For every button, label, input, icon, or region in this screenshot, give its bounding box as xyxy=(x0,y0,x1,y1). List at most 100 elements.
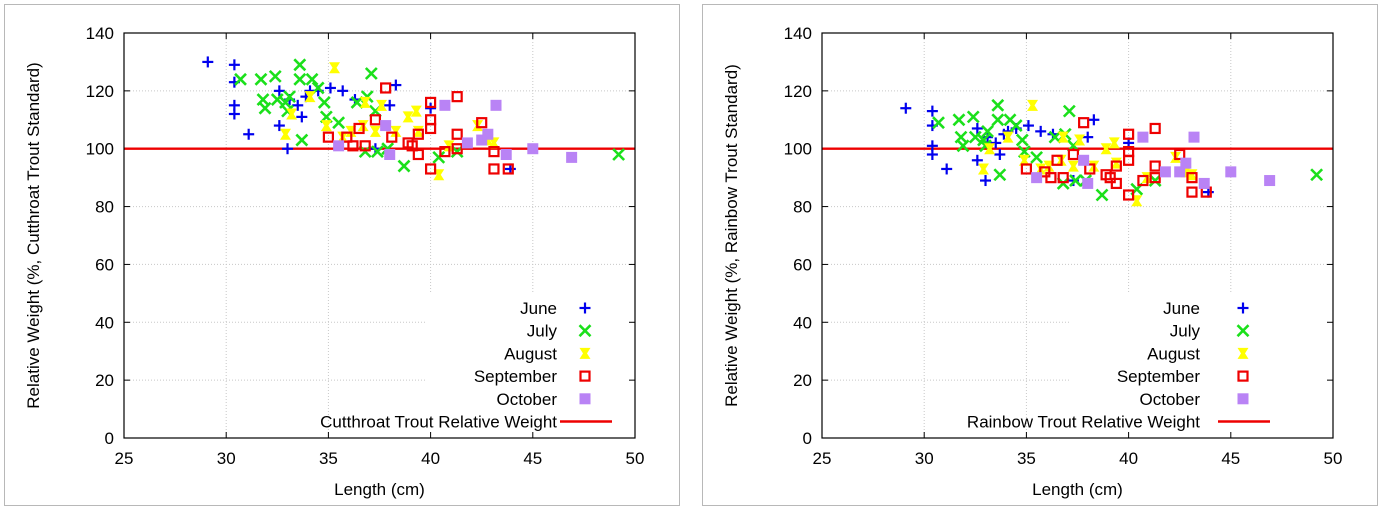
point-june xyxy=(337,85,349,97)
point-september xyxy=(488,163,500,175)
legend-marker-july xyxy=(1236,324,1250,338)
point-july xyxy=(305,72,319,86)
point-august xyxy=(329,62,341,74)
point-august xyxy=(390,125,402,137)
x-tick-label: 50 xyxy=(1324,449,1343,468)
point-august xyxy=(359,96,371,108)
point-september xyxy=(439,146,451,158)
point-september xyxy=(412,148,424,161)
point-september xyxy=(1020,163,1032,175)
y-tick-label: 80 xyxy=(95,198,114,217)
point-july xyxy=(258,101,272,115)
x-tick-label: 45 xyxy=(523,449,542,468)
legend-marker-august xyxy=(579,347,591,359)
point-october xyxy=(1264,175,1276,187)
point-october xyxy=(1180,157,1192,169)
point-september xyxy=(1123,189,1135,201)
point-september xyxy=(1123,154,1135,166)
point-august xyxy=(304,91,316,103)
point-october xyxy=(333,140,345,152)
y-tick-label: 60 xyxy=(95,255,114,274)
point-june xyxy=(926,149,938,160)
y-tick-label: 100 xyxy=(784,140,812,159)
point-september xyxy=(488,146,500,158)
point-october xyxy=(461,137,473,149)
point-september xyxy=(425,96,437,109)
point-july xyxy=(966,110,980,124)
point-july xyxy=(1030,150,1044,164)
legend-label-august: August xyxy=(1147,344,1200,363)
legend-marker-june xyxy=(579,302,591,314)
point-september xyxy=(1078,117,1090,129)
x-tick-label: 40 xyxy=(421,449,440,468)
point-september xyxy=(1067,148,1080,161)
point-august xyxy=(1057,131,1069,143)
point-july xyxy=(1095,188,1109,202)
point-september xyxy=(322,131,334,143)
point-august xyxy=(402,111,414,123)
y-axis-label: Relative Weight (%, Cutthroat Trout Stan… xyxy=(24,62,43,408)
point-september xyxy=(1110,160,1122,172)
point-july xyxy=(991,98,1005,112)
point-august xyxy=(1018,154,1030,166)
legend-label-reference: Cutthroat Trout Relative Weight xyxy=(320,413,557,432)
point-august xyxy=(1100,143,1112,155)
point-july xyxy=(332,116,346,130)
point-june xyxy=(243,128,255,140)
point-july xyxy=(1048,130,1062,144)
point-september xyxy=(425,163,437,175)
point-september xyxy=(1110,177,1122,190)
point-june xyxy=(202,56,214,68)
legend-label-october: October xyxy=(1140,390,1201,409)
x-tick-label: 40 xyxy=(1119,449,1138,468)
point-july xyxy=(1069,174,1082,187)
y-tick-label: 40 xyxy=(793,313,812,332)
rainbow-chart: 0 20 40 60 80 100 120 140 25 30 35 40 45 50 Length (cm… xyxy=(722,24,1343,499)
point-september xyxy=(347,140,359,152)
legend-marker-june xyxy=(1237,302,1249,314)
point-july xyxy=(270,93,284,106)
point-july xyxy=(293,58,307,72)
point-july xyxy=(234,72,247,86)
y-tick-label: 100 xyxy=(86,140,114,159)
point-september xyxy=(1039,166,1051,178)
point-september xyxy=(1104,172,1116,184)
data-points xyxy=(202,56,626,181)
point-october xyxy=(1198,177,1210,189)
point-june xyxy=(971,154,983,166)
point-june xyxy=(990,137,1002,149)
point-september xyxy=(1137,174,1149,187)
point-august xyxy=(1110,157,1122,169)
point-september xyxy=(451,128,463,140)
point-june xyxy=(980,175,992,187)
point-july xyxy=(1062,104,1076,118)
point-july xyxy=(293,72,307,86)
point-june xyxy=(273,85,285,97)
point-september xyxy=(451,143,463,155)
x-axis-label: Length (cm) xyxy=(334,480,425,499)
point-october xyxy=(1188,131,1200,143)
point-september xyxy=(1045,172,1057,184)
point-september xyxy=(380,82,392,94)
point-june xyxy=(1022,120,1034,132)
legend-label-june: June xyxy=(1163,299,1200,318)
legend: June July August September October Rainbow Tr… xyxy=(967,299,1270,432)
legend-label-september: September xyxy=(474,367,557,386)
point-june xyxy=(228,59,240,71)
cutthroat-chart: 0 20 40 60 80 100 120 140 25 30 35 40 45 50 Length (cm… xyxy=(24,24,645,499)
x-tick-label: 50 xyxy=(626,449,645,468)
point-june xyxy=(228,108,240,120)
point-july xyxy=(350,96,364,109)
point-august xyxy=(1074,134,1086,146)
point-july xyxy=(991,113,1005,127)
point-september xyxy=(502,163,514,175)
point-june xyxy=(941,163,953,175)
point-october xyxy=(476,134,488,146)
legend-label-august: August xyxy=(504,344,557,363)
y-tick-label: 40 xyxy=(95,313,114,332)
point-august xyxy=(488,137,500,149)
point-june xyxy=(324,82,336,94)
point-august xyxy=(412,125,424,137)
point-july xyxy=(612,148,626,161)
x-tick-label: 35 xyxy=(319,449,338,468)
